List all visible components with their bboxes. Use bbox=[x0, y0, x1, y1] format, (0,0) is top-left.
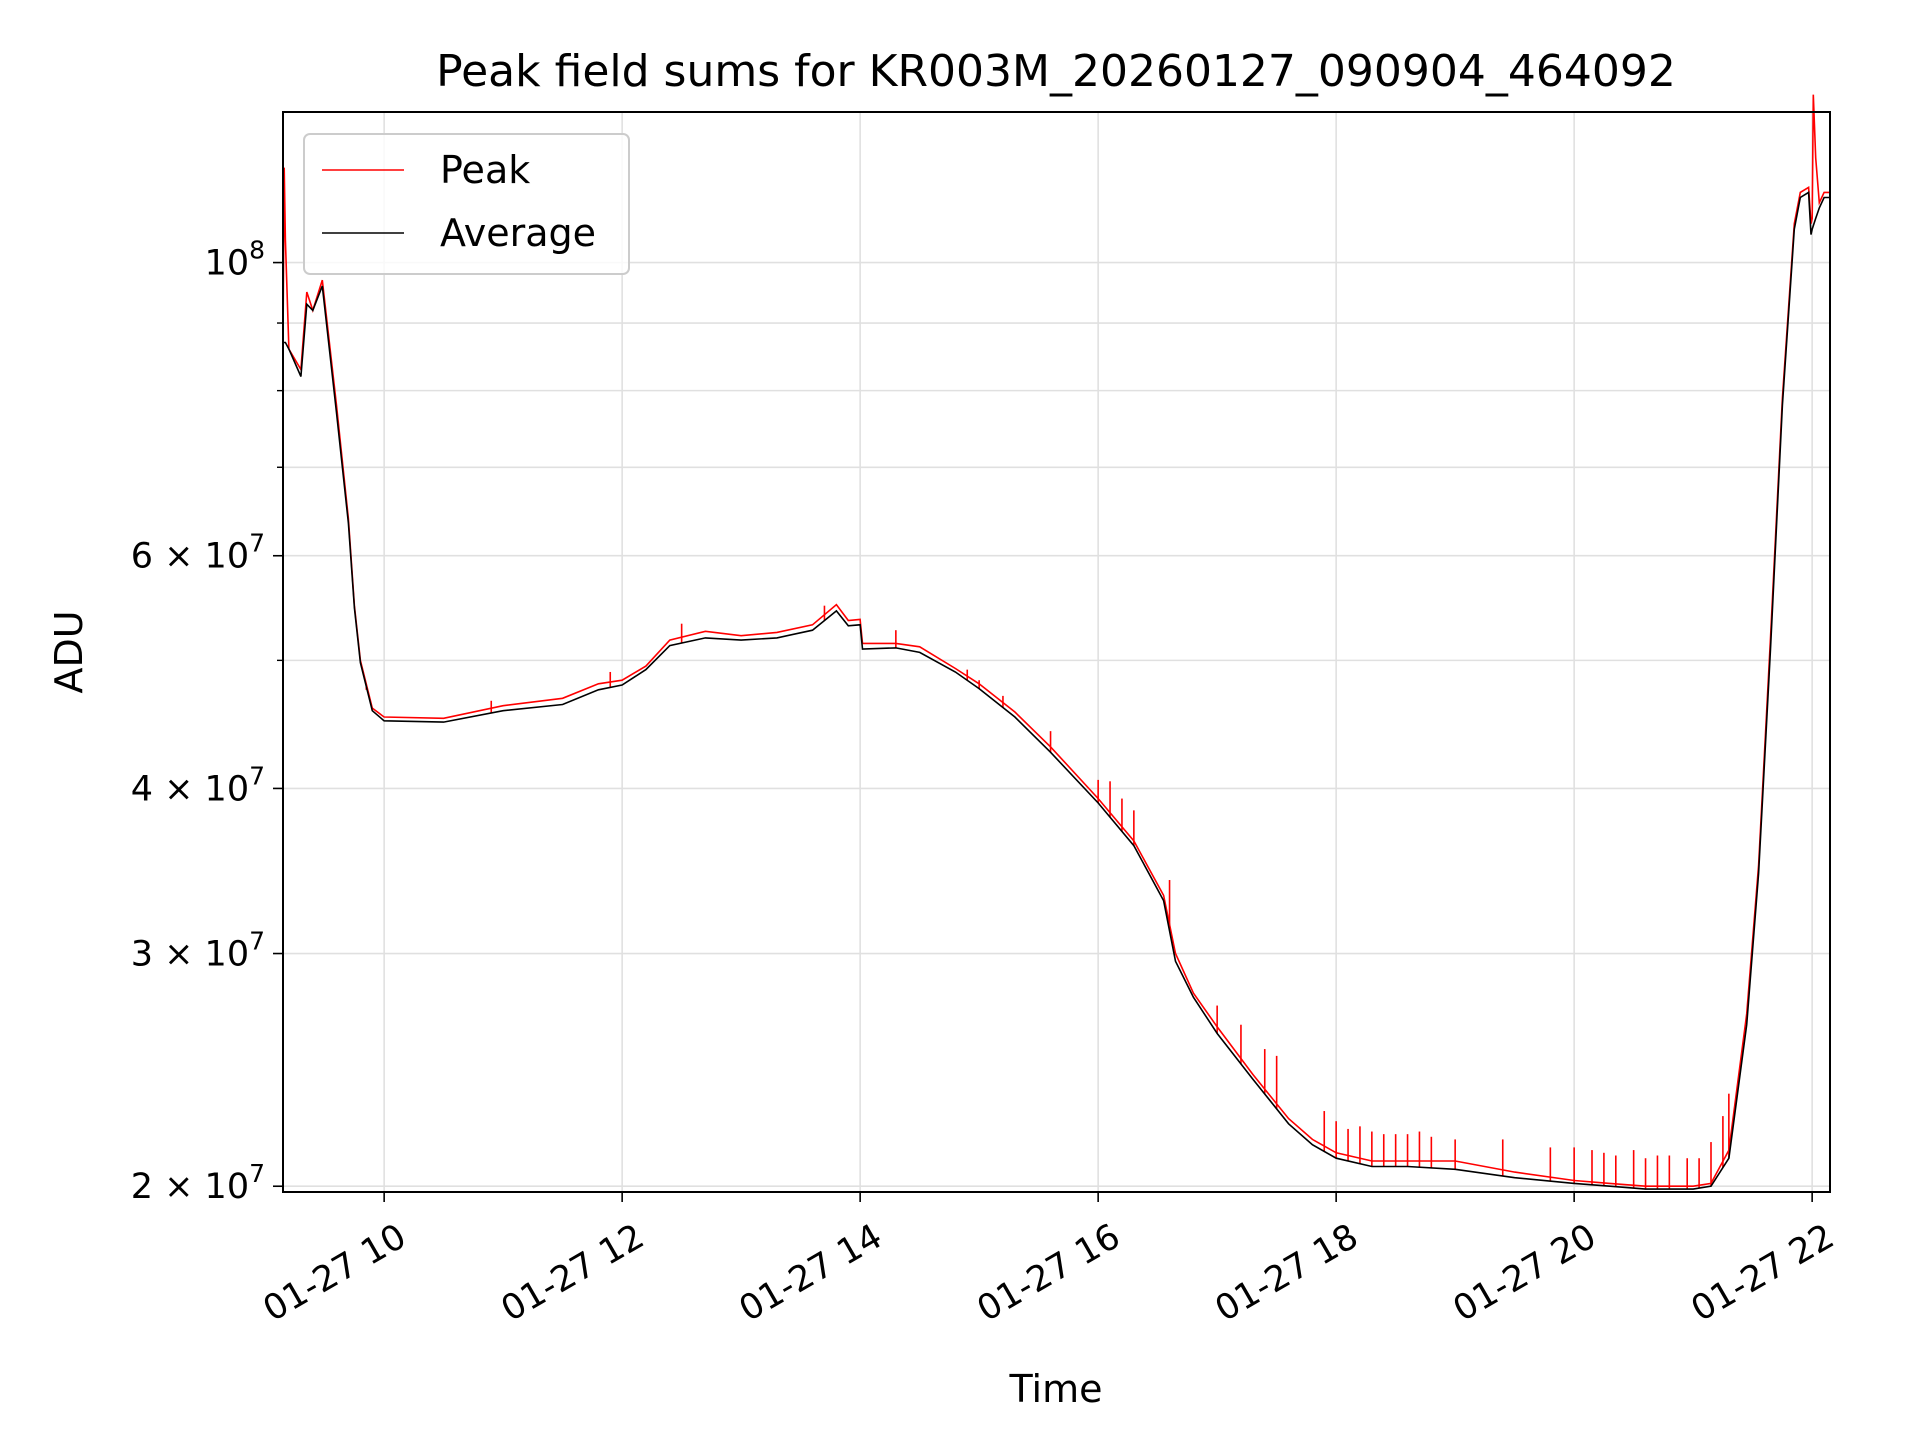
plot-frame bbox=[282, 111, 1831, 1193]
y-tick: 2 × 107 bbox=[131, 1159, 283, 1207]
y-tick-label: 2 × 107 bbox=[131, 1159, 265, 1207]
legend: Peak Average bbox=[303, 133, 630, 275]
y-tick: 4 × 107 bbox=[131, 761, 283, 809]
y-tick-label: 3 × 107 bbox=[131, 927, 265, 975]
y-tick-label: 4 × 107 bbox=[131, 761, 265, 809]
legend-average-label: Average bbox=[440, 211, 596, 255]
average-series-line bbox=[283, 191, 1830, 1190]
legend-peak-label: Peak bbox=[440, 148, 530, 192]
y-tick: 108 bbox=[205, 236, 283, 284]
series-layer bbox=[282, 94, 1830, 1190]
y-axis: 2 × 107 3 × 107 4 × 107 6 × 107 108 bbox=[131, 236, 283, 1207]
x-axis-label: Time bbox=[1009, 1367, 1103, 1411]
chart-title: Peak field sums for KR003M_20260127_0909… bbox=[436, 46, 1676, 97]
y-axis-label: ADU bbox=[47, 610, 91, 693]
y-tick: 6 × 107 bbox=[131, 529, 283, 577]
legend-box bbox=[303, 133, 630, 275]
y-tick-label: 6 × 107 bbox=[131, 529, 265, 577]
y-tick-label: 108 bbox=[205, 236, 265, 284]
grid bbox=[283, 112, 1830, 1192]
y-tick: 3 × 107 bbox=[131, 927, 283, 975]
